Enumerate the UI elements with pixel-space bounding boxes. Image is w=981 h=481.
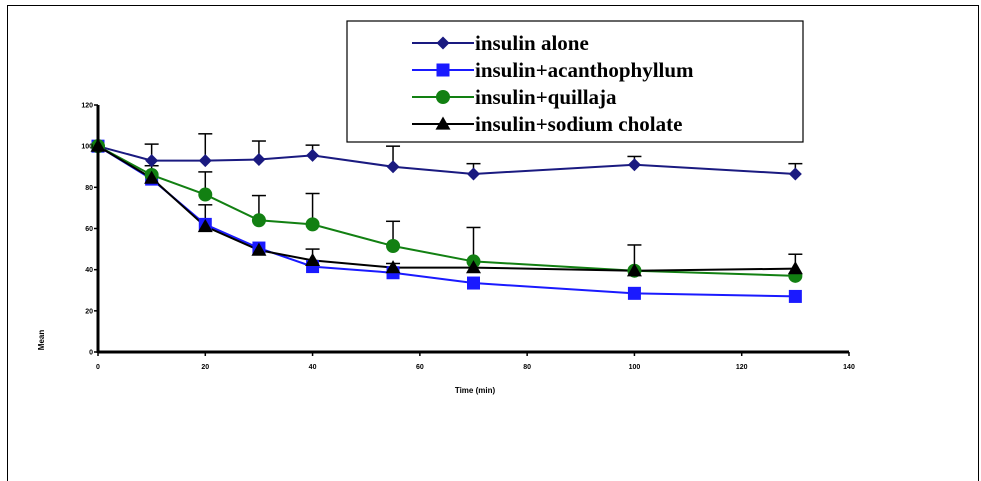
data-point-insulin-sodium-cholate — [197, 218, 213, 233]
axes — [94, 104, 850, 356]
chart-frame — [7, 5, 979, 481]
legend-box — [346, 20, 804, 143]
legend-marker-insulin-quillaja — [436, 90, 450, 104]
data-point-insulin-sodium-cholate — [466, 260, 481, 274]
data-point-insulin-sodium-cholate — [251, 242, 267, 256]
data-point-insulin-acanthophyllum — [788, 289, 802, 303]
data-point-insulin-alone — [386, 160, 400, 174]
data-point-insulin-sodium-cholate — [144, 170, 160, 184]
legend-marker-insulin-acanthophyllum — [436, 63, 450, 77]
data-point-insulin-quillaja — [386, 238, 401, 253]
data-point-insulin-alone — [252, 153, 266, 167]
y-tick-label: 20 — [85, 308, 93, 315]
legend-marker-insulin-sodium-cholate — [435, 116, 451, 130]
y-tick-label: 40 — [85, 267, 93, 274]
series-line-insulin-quillaja — [97, 145, 796, 277]
x-tick-label: 80 — [523, 364, 531, 371]
data-point-insulin-sodium-cholate — [305, 252, 321, 267]
x-tick-label: 60 — [416, 364, 424, 371]
legend: insulin alone insulin+acanthophyllum insul… — [346, 20, 804, 143]
legend-label: insulin+quillaja — [475, 85, 617, 109]
data-point-insulin-quillaja — [198, 187, 213, 202]
data-point-insulin-alone — [467, 167, 480, 181]
data-point-insulin-alone — [145, 154, 159, 168]
data-point-insulin-quillaja — [305, 217, 320, 232]
y-tick-label: 60 — [85, 226, 93, 233]
data-point-insulin-alone — [198, 154, 212, 168]
legend-marker-insulin-alone — [436, 36, 450, 50]
data-point-insulin-sodium-cholate — [787, 261, 803, 275]
data-point-insulin-alone — [788, 167, 802, 181]
data-point-insulin-sodium-cholate — [626, 263, 642, 277]
data-point-insulin-acanthophyllum — [627, 286, 641, 300]
series-line-insulin-sodium-cholate — [97, 145, 796, 272]
x-tick-label: 140 — [843, 364, 855, 371]
y-tick-label: 0 — [89, 350, 93, 357]
y-axis-title: Mean — [37, 330, 46, 351]
x-tick-label: 20 — [201, 364, 209, 371]
x-tick-label: 0 — [96, 364, 100, 371]
legend-label: insulin+sodium cholate — [475, 112, 682, 136]
x-axis-title: Time (min) — [455, 386, 496, 395]
data-point-insulin-acanthophyllum — [467, 276, 480, 290]
data-point-insulin-alone — [306, 148, 320, 162]
data-point-insulin-alone — [627, 158, 641, 172]
y-tick-label: 80 — [85, 185, 93, 192]
x-tick-label: 120 — [736, 364, 748, 371]
error-bars — [144, 133, 803, 271]
x-tick-label: 100 — [629, 364, 641, 371]
legend-label: insulin alone — [475, 31, 589, 55]
x-tick-label: 40 — [309, 364, 317, 371]
data-point-insulin-quillaja — [251, 213, 266, 228]
y-tick-label: 120 — [81, 103, 93, 110]
data-point-insulin-sodium-cholate — [385, 260, 401, 274]
y-tick-label: 100 — [81, 144, 93, 151]
data-markers — [90, 138, 803, 303]
tick-labels: 0 20 40 60 80 100 120 140 0 20 40 60 80 100 120 — [81, 103, 855, 372]
legend-label: insulin+acanthophyllum — [475, 58, 694, 82]
